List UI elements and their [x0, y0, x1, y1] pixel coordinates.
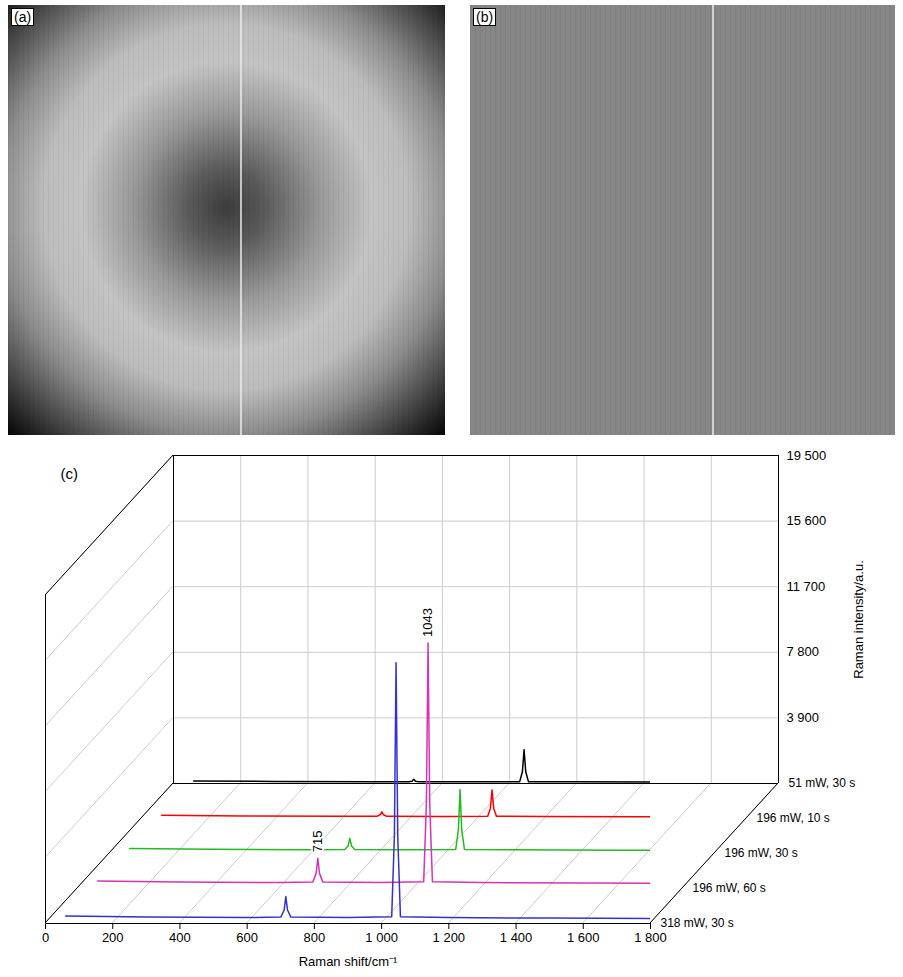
svg-text:1 000: 1 000	[365, 930, 398, 945]
svg-text:Raman shift/cm⁻¹: Raman shift/cm⁻¹	[299, 954, 398, 969]
svg-text:318 mW, 30 s: 318 mW, 30 s	[661, 916, 734, 930]
svg-text:196 mW, 60 s: 196 mW, 60 s	[693, 881, 766, 895]
svg-text:200: 200	[102, 930, 124, 945]
svg-text:1 600: 1 600	[567, 930, 600, 945]
svg-text:1 800: 1 800	[634, 930, 667, 945]
svg-text:1 200: 1 200	[433, 930, 466, 945]
html-text:(b): (b)	[476, 9, 494, 25]
svg-text:715: 715	[310, 831, 325, 853]
svg-text:600: 600	[236, 930, 258, 945]
svg-text:19 500: 19 500	[787, 448, 827, 463]
svg-text:15 600: 15 600	[787, 513, 827, 528]
svg-text:(c): (c)	[61, 465, 79, 482]
svg-text:196 mW, 30 s: 196 mW, 30 s	[725, 846, 798, 860]
svg-text:0: 0	[42, 930, 49, 945]
svg-text:Raman intensity/a.u.: Raman intensity/a.u.	[851, 560, 866, 679]
html-text:(a): (a)	[14, 9, 32, 25]
svg-text:800: 800	[304, 930, 326, 945]
svg-text:11 700: 11 700	[787, 579, 826, 594]
svg-text:1 400: 1 400	[500, 930, 533, 945]
svg-text:196 mW, 10 s: 196 mW, 10 s	[757, 811, 830, 825]
svg-text:1043: 1043	[420, 608, 435, 637]
svg-text:400: 400	[169, 930, 191, 945]
svg-text:51 mW, 30 s: 51 mW, 30 s	[789, 776, 856, 790]
svg-text:7 800: 7 800	[787, 644, 820, 659]
svg-text:3 900: 3 900	[787, 710, 820, 725]
